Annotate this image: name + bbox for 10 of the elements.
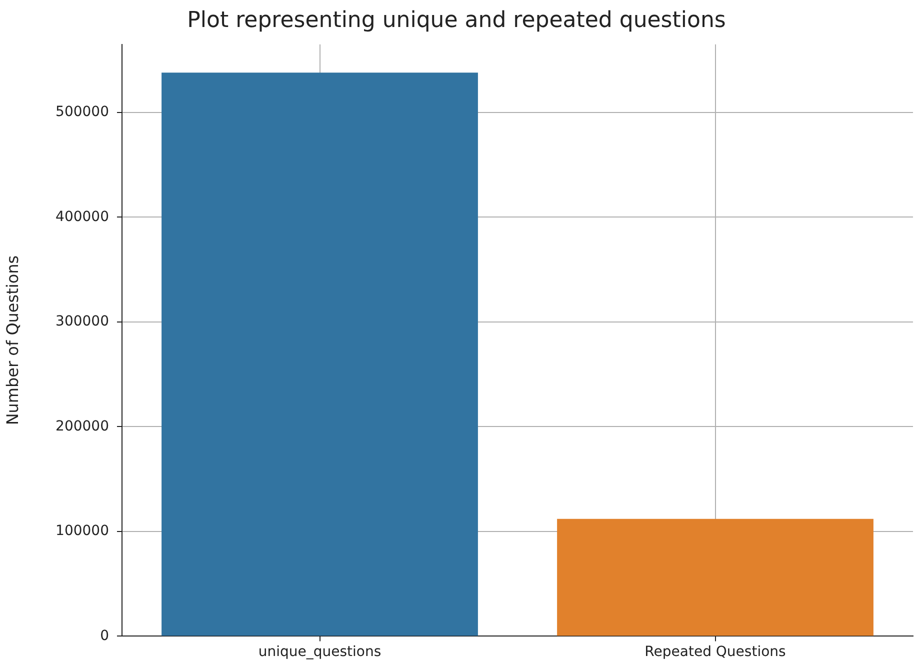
- x-tick-label: unique_questions: [258, 644, 382, 660]
- y-axis-title: Number of Questions: [2, 255, 22, 426]
- y-tick-label: 400000: [56, 208, 109, 225]
- y-tick-label: 300000: [56, 314, 109, 330]
- chart-title: Plot representing unique and repeated questions: [187, 8, 726, 33]
- y-tick-label: 500000: [56, 104, 109, 120]
- y-tick-label: 0: [100, 628, 109, 644]
- y-tick-label: 100000: [56, 523, 109, 540]
- x-tick-label: Repeated Questions: [644, 644, 786, 660]
- y-tick-label: 200000: [56, 418, 109, 434]
